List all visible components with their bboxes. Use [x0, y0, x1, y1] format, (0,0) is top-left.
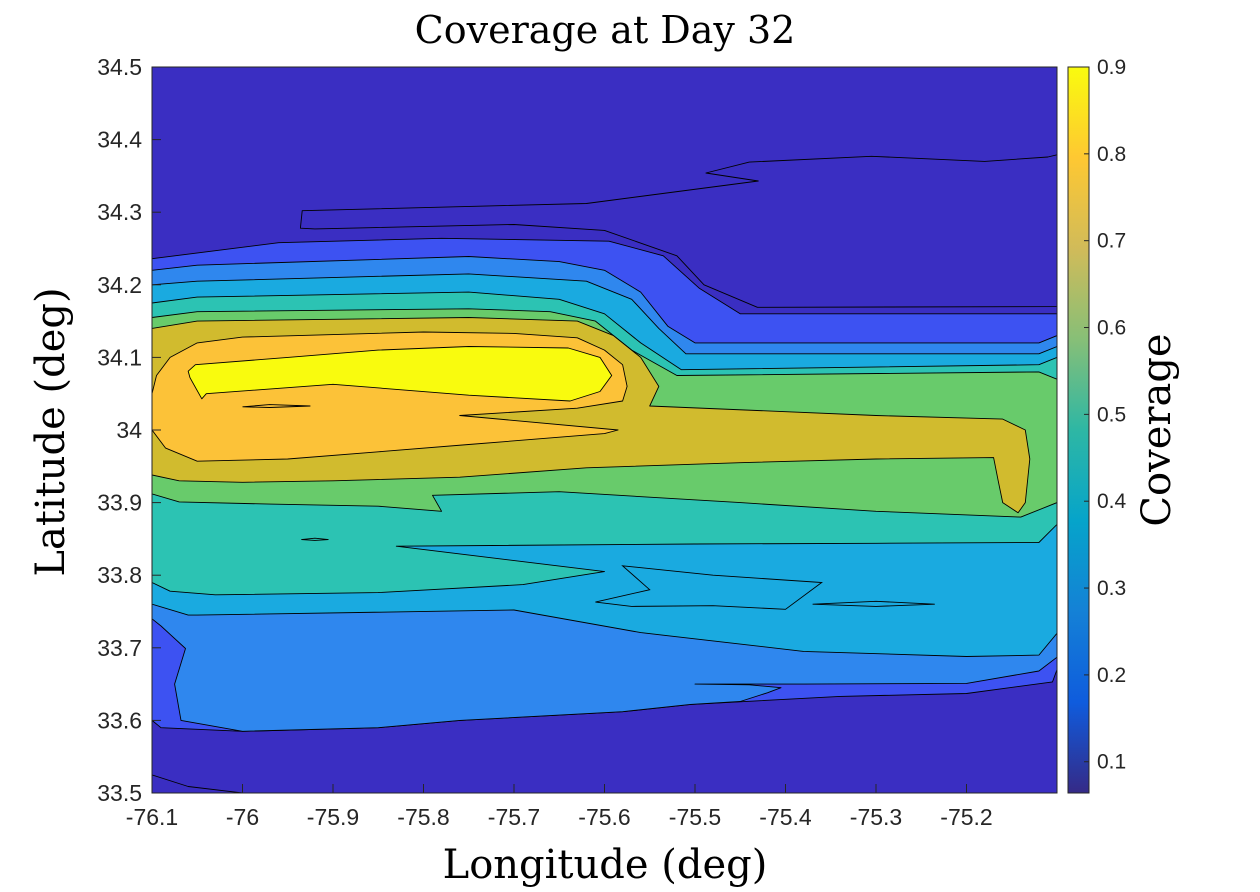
y-tick-label: 33.7 [97, 635, 142, 661]
colorbar-tick-label: 0.6 [1097, 317, 1126, 340]
y-tick-label: 33.6 [97, 707, 142, 733]
contour-line [301, 537, 329, 541]
colorbar-tick-label: 0.5 [1097, 403, 1126, 426]
colorbar-tick-label: 0.7 [1097, 230, 1126, 253]
chart-title: Coverage at Day 32 [415, 8, 796, 52]
x-tick-label: -75.2 [940, 804, 992, 830]
y-tick-label: 34.4 [97, 127, 142, 153]
x-tick-label: -75.6 [578, 804, 630, 830]
colorbar-tick-label: 0.4 [1097, 490, 1127, 513]
colorbar-tick-label: 0.9 [1097, 56, 1126, 79]
colorbar-tick-label: 0.8 [1097, 143, 1126, 166]
colorbar-tick-label: 0.3 [1097, 577, 1126, 600]
plot-area [151, 66, 1058, 794]
y-tick-label: 34.5 [97, 54, 142, 80]
colorbar-tick-label: 0.1 [1097, 751, 1126, 774]
y-tick-label: 34.1 [97, 344, 142, 370]
x-tick-label: -75.8 [397, 804, 449, 830]
x-tick-label: -75.4 [759, 804, 812, 830]
contour-line [595, 565, 823, 610]
x-tick-label: -76 [226, 804, 259, 830]
x-axis-label: Longitude (deg) [443, 842, 768, 888]
contour-band-0-1 [152, 774, 243, 793]
colorbar: 0.1 0.2 0.3 0.4 0.5 0.6 0.7 0.8 0.9 [1067, 56, 1127, 794]
x-tick-label: -75.3 [850, 804, 902, 830]
y-tick-label: 34 [116, 417, 142, 443]
contour-band-0-9 [187, 346, 613, 402]
contour-line [242, 404, 311, 408]
x-axis: -76.1 -76 -75.9 -75.8 -75.7 -75.6 -75.5 -75.4 -7… [126, 784, 993, 830]
y-tick-label: 33.5 [97, 780, 142, 806]
colorbar-gradient [1067, 66, 1090, 794]
x-tick-label: -75.7 [488, 804, 540, 830]
x-tick-label: -76.1 [126, 804, 178, 830]
y-tick-label: 34.3 [97, 199, 142, 225]
y-axis-label: Latitude (deg) [28, 287, 74, 576]
contour-band-0-1 [299, 154, 1057, 308]
y-tick-label: 34.2 [97, 272, 142, 298]
colorbar-tick-label: 0.2 [1097, 664, 1126, 687]
y-tick-label: 33.9 [97, 490, 142, 516]
y-axis: 33.5 33.6 33.7 33.8 33.9 34 34.1 34.2 34.3 34.4 34… [97, 54, 161, 806]
contour-line [812, 600, 935, 607]
x-tick-label: -75.5 [669, 804, 721, 830]
x-tick-label: -75.9 [307, 804, 359, 830]
y-tick-label: 33.8 [97, 562, 142, 588]
colorbar-label: Coverage [1134, 333, 1180, 526]
